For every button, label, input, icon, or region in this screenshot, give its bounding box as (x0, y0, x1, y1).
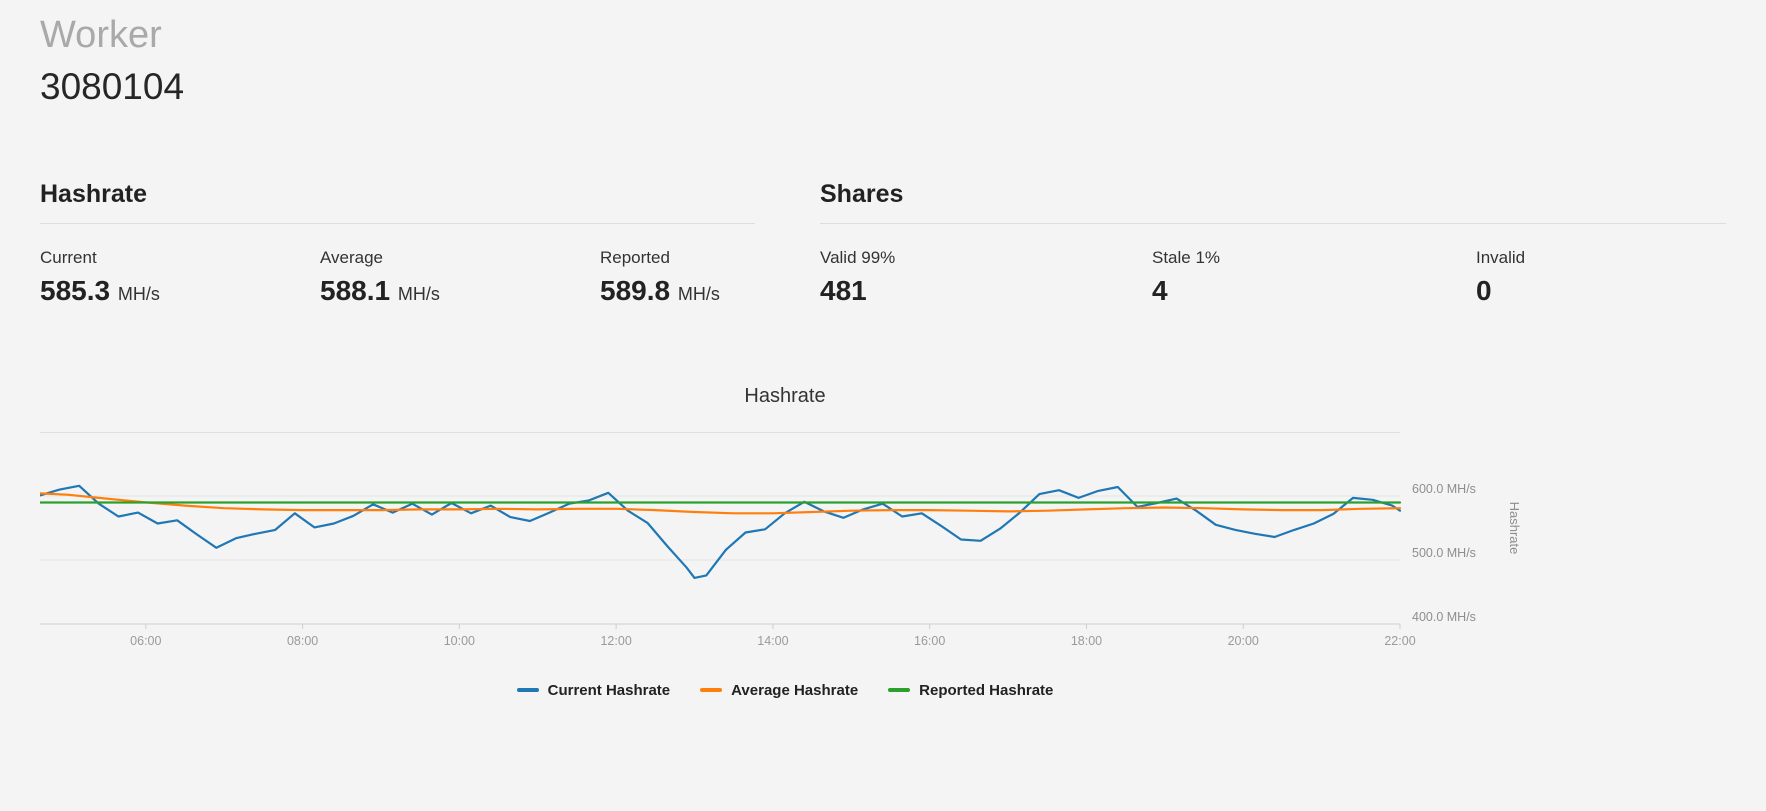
stats-panels: Hashrate Current 585.3 MH/s Average 588.… (40, 180, 1726, 307)
stat-invalid-label: Invalid (1476, 247, 1526, 267)
stat-invalid-shares: Invalid 0 (1476, 248, 1726, 307)
shares-stats: Valid 99% 481 Stale 1% 4 Invalid 0 (820, 248, 1726, 307)
stat-average-label: Average (320, 247, 384, 267)
svg-text:08:00: 08:00 (287, 634, 318, 648)
legend-reported-hashrate[interactable]: Reported Hashrate (888, 682, 1053, 699)
hashrate-stats: Current 585.3 MH/s Average 588.1 MH/s Re… (40, 248, 755, 307)
stat-average-value: 588.1 MH/s (320, 274, 440, 306)
stat-reported-unit: MH/s (677, 283, 720, 304)
legend-average-label: Average Hashrate (731, 681, 859, 699)
stat-reported-value: 589.8 MH/s (600, 274, 720, 306)
svg-text:18:00: 18:00 (1071, 634, 1102, 648)
legend-swatch-average-icon (700, 688, 723, 693)
hashrate-chart-canvas[interactable]: 400.0 MH/s 500.0 MH/s 600.0 MH/s 06:00 08:00… (38, 431, 1530, 657)
worker-id: 3080104 (40, 65, 185, 107)
svg-text:12:00: 12:00 (600, 634, 631, 648)
legend-reported-label: Reported Hashrate (919, 681, 1054, 699)
svg-text:500.0 MH/s: 500.0 MH/s (1412, 546, 1476, 560)
svg-text:600.0 MH/s: 600.0 MH/s (1412, 482, 1476, 496)
svg-text:06:00: 06:00 (130, 634, 161, 648)
stat-current-value: 585.3 MH/s (40, 274, 160, 306)
legend-current-hashrate[interactable]: Current Hashrate (516, 681, 671, 699)
svg-text:10:00: 10:00 (444, 634, 475, 648)
hashrate-chart-section: Hashrate 400.0 MH/s 500.0 MH/s 600.0 MH/s 0… (38, 384, 1530, 699)
stat-current-hashrate: Current 585.3 MH/s (40, 248, 320, 307)
chart-title: Hashrate (744, 384, 826, 407)
svg-text:22:00: 22:00 (1384, 634, 1415, 648)
svg-text:20:00: 20:00 (1228, 634, 1259, 648)
legend-average-hashrate[interactable]: Average Hashrate (700, 682, 858, 699)
stat-reported-hashrate: Reported 589.8 MH/s (600, 248, 755, 307)
stat-current-unit: MH/s (117, 283, 160, 304)
legend-swatch-reported-icon (888, 688, 911, 693)
shares-panel: Shares Valid 99% 481 Stale 1% 4 Invalid … (820, 180, 1726, 307)
hashrate-panel-title: Hashrate (40, 180, 755, 224)
stat-invalid-value: 0 (1476, 274, 1492, 306)
hashrate-chart[interactable]: 400.0 MH/s 500.0 MH/s 600.0 MH/s 06:00 08:00… (38, 431, 1530, 662)
shares-panel-title: Shares (820, 180, 1726, 224)
stat-valid-shares: Valid 99% 481 (820, 248, 1152, 307)
svg-text:14:00: 14:00 (757, 634, 788, 648)
stat-reported-label: Reported (600, 247, 670, 267)
legend-swatch-current-icon (516, 688, 539, 693)
legend-current-label: Current Hashrate (547, 681, 671, 699)
svg-text:400.0 MH/s: 400.0 MH/s (1412, 610, 1476, 624)
stat-valid-value: 481 (820, 274, 867, 306)
stat-stale-shares: Stale 1% 4 (1152, 248, 1476, 307)
worker-label: Worker (40, 14, 162, 56)
stat-average-unit: MH/s (397, 283, 440, 304)
svg-text:16:00: 16:00 (914, 634, 945, 648)
stat-average-hashrate: Average 588.1 MH/s (320, 248, 600, 307)
page-header: Worker 3080104 (40, 12, 1726, 110)
worker-dashboard: Worker 3080104 Hashrate Current 585.3 MH… (38, 12, 1726, 699)
stat-current-label: Current (40, 247, 97, 267)
svg-text:Hashrate: Hashrate (1507, 501, 1522, 554)
hashrate-panel: Hashrate Current 585.3 MH/s Average 588.… (40, 180, 755, 307)
stat-stale-value: 4 (1152, 274, 1168, 306)
chart-legend: Current Hashrate Average Hashrate Report… (40, 682, 1530, 699)
stat-stale-label: Stale 1% (1152, 247, 1221, 267)
stat-valid-label: Valid 99% (820, 247, 896, 267)
